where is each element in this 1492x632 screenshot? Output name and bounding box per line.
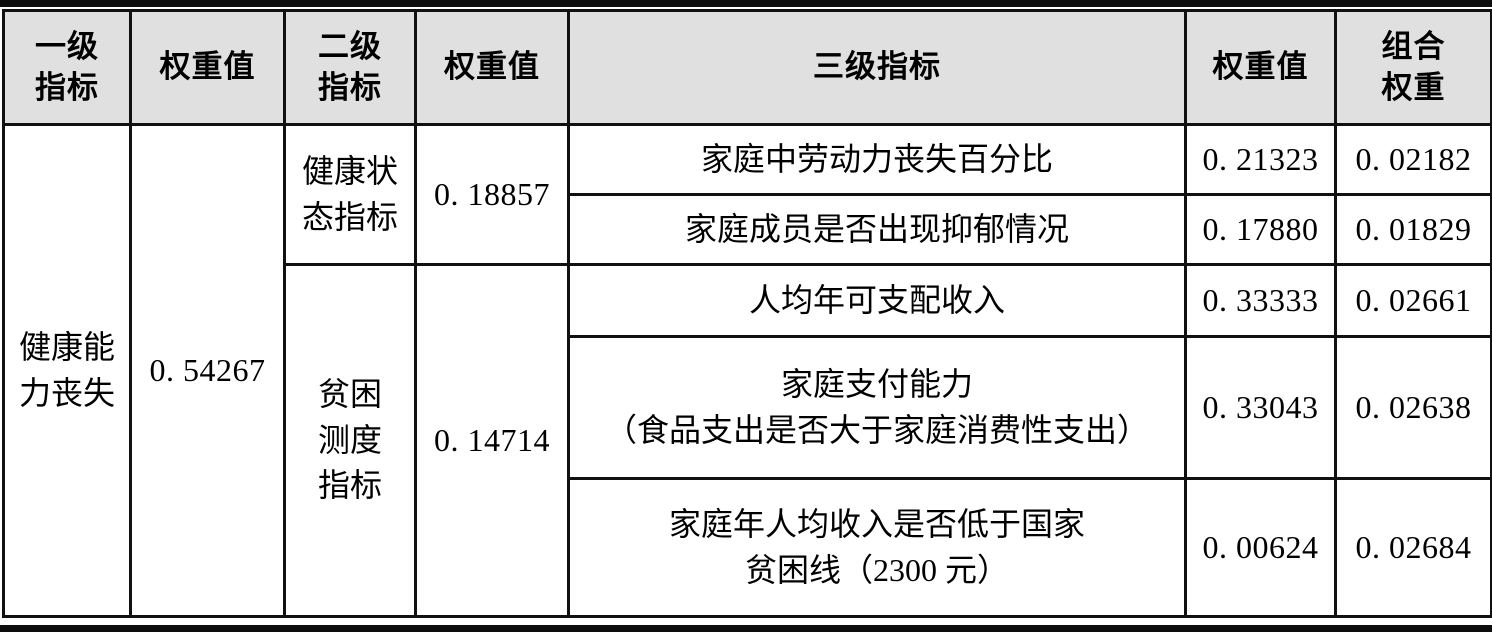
combined-weight-cell: 0. 02182 bbox=[1334, 123, 1492, 196]
level3-weight-cell: 0. 17880 bbox=[1184, 193, 1337, 266]
header-level2-indicator: 二级 指标 bbox=[283, 9, 417, 126]
table-row: 家庭成员是否出现抑郁情况 0. 17880 0. 01829 bbox=[4, 193, 1492, 266]
combined-weight-cell: 0. 01829 bbox=[1334, 193, 1492, 266]
table-row: 家庭年人均收入是否低于国家 贫困线（2300 元） 0. 00624 0. 02… bbox=[4, 477, 1492, 618]
level3-weight-cell: 0. 00624 bbox=[1184, 477, 1337, 618]
combined-weight-cell: 0. 02684 bbox=[1334, 477, 1492, 618]
level1-indicator-cell: 健康能 力丧失 bbox=[2, 123, 132, 618]
level3-weight-cell: 0. 21323 bbox=[1184, 123, 1337, 196]
header-combined-weight: 组合 权重 bbox=[1334, 9, 1492, 126]
header-level1-weight: 权重值 bbox=[129, 9, 286, 126]
level3-indicator-cell: 家庭年人均收入是否低于国家 贫困线（2300 元） bbox=[567, 477, 1187, 618]
header-level3-indicator: 三级指标 bbox=[567, 9, 1187, 126]
header-level2-weight: 权重值 bbox=[414, 9, 570, 126]
header-level1-indicator: 一级 指标 bbox=[2, 9, 132, 126]
table-row: 家庭支付能力 （食品支出是否大于家庭消费性支出） 0. 33043 0. 026… bbox=[4, 335, 1492, 480]
level3-indicator-cell: 家庭支付能力 （食品支出是否大于家庭消费性支出） bbox=[567, 335, 1187, 480]
level2-weight-cell: 0. 18857 bbox=[414, 123, 570, 266]
level2-indicator-cell: 健康状 态指标 bbox=[283, 123, 417, 266]
table-row: 贫困 测度 指标 0. 14714 人均年可支配收入 0. 33333 0. 0… bbox=[4, 263, 1492, 618]
level3-weight-cell: 0. 33333 bbox=[1184, 263, 1337, 338]
level2-weight-cell: 0. 14714 bbox=[414, 263, 570, 618]
level3-indicator-cell: 家庭成员是否出现抑郁情况 bbox=[567, 193, 1187, 266]
header-row: 一级 指标 权重值 二级 指标 权重值 三级指标 权重值 组合 权重 bbox=[2, 9, 1492, 126]
combined-weight-cell: 0. 02661 bbox=[1334, 263, 1492, 338]
combined-weight-cell: 0. 02638 bbox=[1334, 335, 1492, 480]
table-row: 健康能 力丧失 0. 54267 健康状 态指标 0. 18857 家庭中劳动力… bbox=[2, 123, 1492, 618]
level3-weight-cell: 0. 33043 bbox=[1184, 335, 1337, 480]
header-level3-weight: 权重值 bbox=[1184, 9, 1337, 126]
table-bottom-rule bbox=[0, 625, 1492, 632]
table-top-rule bbox=[0, 0, 1492, 7]
level2-indicator-cell: 贫困 测度 指标 bbox=[283, 263, 417, 618]
indicator-weight-table: 一级 指标 权重值 二级 指标 权重值 三级指标 权重值 组合 权重 健康能 力… bbox=[2, 9, 1492, 618]
level3-indicator-cell: 人均年可支配收入 bbox=[567, 263, 1187, 338]
level1-weight-cell: 0. 54267 bbox=[129, 123, 286, 618]
level3-indicator-cell: 家庭中劳动力丧失百分比 bbox=[567, 123, 1187, 196]
